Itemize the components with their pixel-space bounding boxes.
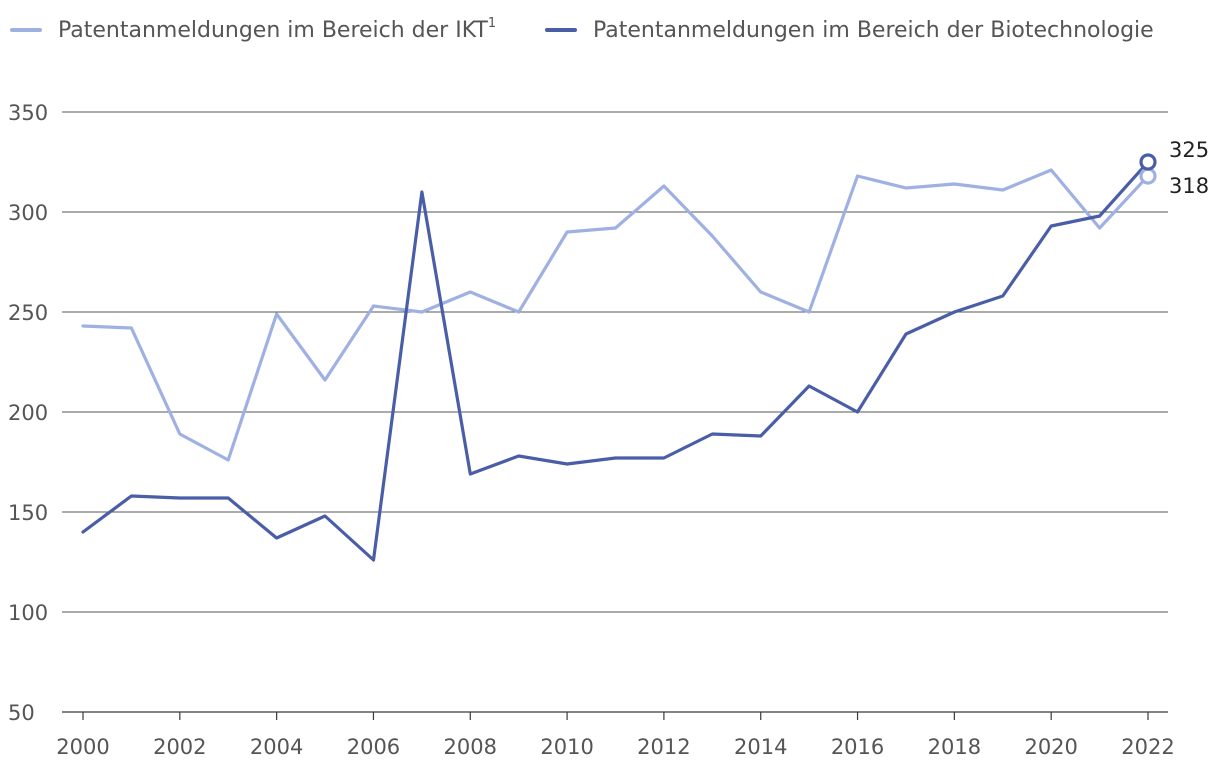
y-tick-label-200: 200 [8,401,48,425]
x-tick-label-2018: 2018 [928,735,981,759]
x-axis: 2000 2002 2004 2006 2008 2010 2012 2014 2016 2018… [56,711,1175,759]
grid [62,111,1168,613]
series-line-biotech[interactable] [81,160,1150,562]
legend-item-biotech[interactable]: Patentanmeldungen im Bereich der Biotech… [545,18,1154,43]
legend-item-ikt[interactable]: Patentanmeldungen im Bereich der IKT1 [10,16,496,43]
x-tick-label-2002: 2002 [153,735,206,759]
x-tick-label-2012: 2012 [637,735,690,759]
legend-label-ikt: Patentanmeldungen im Bereich der IKT1 [58,16,496,43]
x-tick-label-2008: 2008 [444,735,497,759]
series [81,160,1150,562]
legend: Patentanmeldungen im Bereich der IKT1 Pa… [10,16,1154,43]
y-tick-label-150: 150 [8,501,48,525]
y-tick-label-350: 350 [8,101,48,125]
x-tick-label-2014: 2014 [734,735,787,759]
end-label-biotech: 325 [1169,138,1209,162]
y-tick-label-50: 50 [8,701,35,725]
x-tick-label-2004: 2004 [250,735,303,759]
x-tick-label-2016: 2016 [831,735,884,759]
legend-label-biotech: Patentanmeldungen im Bereich der Biotech… [593,18,1154,43]
end-marker-ikt[interactable] [1139,167,1157,185]
series-line-ikt[interactable] [81,168,1150,462]
x-tick-label-2006: 2006 [347,735,400,759]
end-marker-biotech[interactable] [1139,153,1157,171]
end-labels: 318 325 [1139,138,1209,198]
x-tick-label-2000: 2000 [56,735,109,759]
legend-footnote-marker: 1 [488,16,496,31]
x-tick-label-2022: 2022 [1121,735,1174,759]
x-tick-label-2010: 2010 [540,735,593,759]
y-tick-label-100: 100 [8,601,48,625]
y-axis: 50 100 150 200 250 300 350 [8,101,48,725]
y-tick-label-300: 300 [8,201,48,225]
end-label-ikt: 318 [1169,174,1209,198]
y-tick-label-250: 250 [8,301,48,325]
x-tick-label-2020: 2020 [1024,735,1077,759]
